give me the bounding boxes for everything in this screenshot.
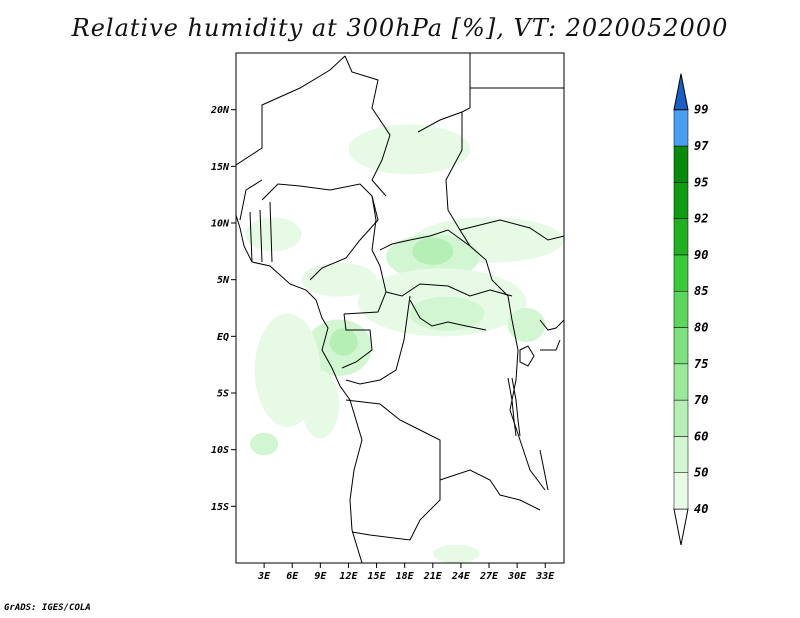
- border-gabon: [341, 313, 373, 369]
- colorbar-top-triangle: [673, 73, 689, 111]
- colorbar-box: [673, 327, 689, 365]
- lon-tick-label: 18E: [396, 571, 415, 582]
- lat-tick-label: 20N: [210, 105, 230, 116]
- longitude-ticks: 3E 6E 9E 12E 15E 18E 21E 24E 27E 30E 33E: [257, 563, 555, 582]
- humidity-area-congo-core: [409, 296, 485, 331]
- colorbar-label: 97: [694, 139, 709, 153]
- lon-tick-label: 9E: [314, 571, 327, 582]
- colorbar-label: 85: [694, 284, 708, 298]
- map-title: Relative humidity at 300hPa [%], VT: 202…: [71, 14, 729, 42]
- border-zambia: [439, 469, 541, 511]
- colorbar: 40 50 60 70 75 80 85 90 92 95 97 99: [673, 73, 709, 546]
- border-cameroon: [343, 195, 387, 315]
- colorbar-box: [673, 436, 689, 473]
- lon-tick-label: 24E: [451, 571, 471, 582]
- colorbar-box: [673, 182, 689, 219]
- colorbar-box: [673, 218, 689, 256]
- colorbar-box: [673, 254, 689, 292]
- border-drc-east: [509, 319, 546, 491]
- colorbar-box: [673, 472, 689, 510]
- colorbar-bottom-triangle: [673, 508, 689, 546]
- border-angola: [345, 399, 441, 541]
- colorbar-label: 80: [694, 321, 708, 335]
- border-sudan-south: [459, 219, 564, 241]
- colorbar-label: 75: [694, 357, 708, 371]
- humidity-area-central-band-core: [412, 237, 454, 265]
- humidity-area-cameroon: [301, 262, 377, 297]
- colorbar-label: 50: [694, 466, 708, 480]
- lat-tick-label: 15S: [211, 502, 229, 513]
- colorbar-label: 40: [694, 502, 708, 516]
- humidity-area-south-edge: [432, 544, 480, 563]
- lake-tanganyika: [507, 377, 521, 437]
- lat-tick-label: 5N: [217, 275, 230, 286]
- colorbar-label: 92: [694, 212, 708, 226]
- latitude-ticks: 20N 15N 10N 5N EQ 5S 10S 15S: [210, 105, 236, 513]
- border-car-congo: [385, 283, 513, 297]
- border-sahara: [236, 55, 346, 166]
- lon-tick-label: 27E: [479, 571, 499, 582]
- colorbar-label: 70: [694, 393, 708, 407]
- lon-tick-label: 30E: [507, 571, 527, 582]
- humidity-area-angola-offshore: [250, 432, 279, 456]
- lat-tick-label: 15N: [211, 162, 230, 173]
- border-algeria-libya: [344, 55, 391, 197]
- lake-malawi: [539, 449, 549, 491]
- colorbar-label: 90: [694, 248, 708, 262]
- lon-tick-label: 6E: [286, 571, 299, 582]
- border-chad-car: [379, 229, 471, 251]
- lake-victoria: [519, 345, 535, 367]
- river-congo: [409, 299, 487, 331]
- colorbar-label: 95: [694, 175, 708, 189]
- grads-credit: GrADS: IGES/COLA: [4, 603, 91, 613]
- lat-tick-label: EQ: [217, 332, 229, 343]
- border-chad-sudan: [445, 112, 513, 321]
- humidity-shading: [245, 124, 564, 563]
- lon-tick-label: 21E: [423, 571, 443, 582]
- humidity-area-angola-coast: [301, 370, 340, 439]
- lat-tick-label: 10S: [211, 445, 229, 456]
- coastline-and-borders: [236, 53, 564, 563]
- lon-tick-label: 15E: [368, 571, 387, 582]
- lat-tick-label: 5S: [217, 389, 229, 400]
- colorbar-box: [673, 290, 689, 328]
- border-east: [539, 319, 564, 351]
- colorbar-box: [673, 399, 689, 437]
- lon-tick-label: 12E: [339, 571, 358, 582]
- border-west-countries: [239, 179, 273, 263]
- border-congo-drc: [345, 295, 411, 385]
- colorbar-label: 60: [694, 429, 708, 443]
- humidity-area-east-lakes: [507, 308, 546, 342]
- humidity-area-west-coast: [245, 217, 302, 252]
- lon-tick-label: 3E: [257, 571, 271, 582]
- map-frame: [235, 52, 565, 564]
- africa-coastline: [236, 214, 363, 563]
- colorbar-box: [673, 145, 689, 183]
- lat-tick-label: 10N: [211, 219, 230, 230]
- colorbar-box: [673, 363, 689, 401]
- colorbar-box: [673, 109, 689, 147]
- humidity-area-sahel-north: [348, 124, 471, 175]
- colorbar-label: 99: [694, 103, 708, 117]
- lon-tick-label: 33E: [535, 571, 555, 582]
- humidity-area-gabon-core: [329, 328, 358, 356]
